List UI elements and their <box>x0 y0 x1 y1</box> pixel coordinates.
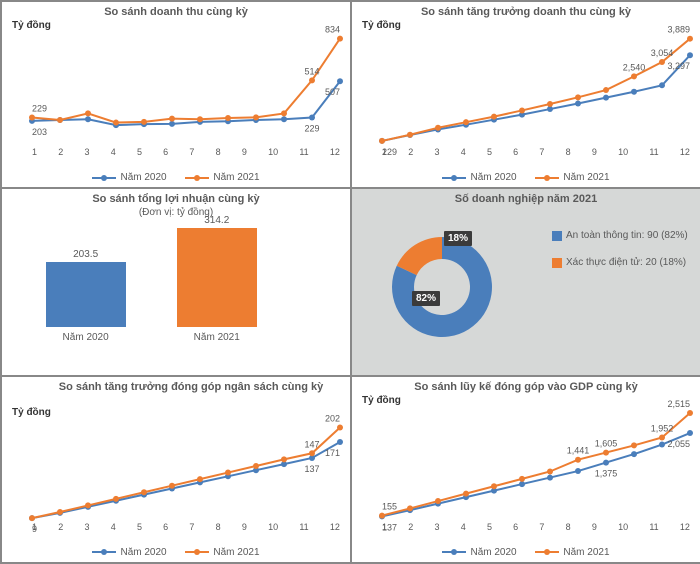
svg-text:514: 514 <box>304 66 319 76</box>
svg-text:229: 229 <box>32 103 47 113</box>
svg-text:203: 203 <box>32 127 47 137</box>
legend-label-2020: Năm 2020 <box>470 547 516 558</box>
svg-text:2,540: 2,540 <box>623 62 646 72</box>
svg-text:2,055: 2,055 <box>667 439 690 449</box>
x-axis: 123456789101112 <box>382 147 690 161</box>
plot-area: 203229507229514834 <box>32 30 340 147</box>
chart-title: So sánh doanh thu cùng kỳ <box>2 2 350 19</box>
svg-text:2,515: 2,515 <box>667 399 690 409</box>
x-axis: 123456789101112 <box>32 522 340 536</box>
legend: An toàn thông tin: 90 (82%)Xác thực điện… <box>552 229 692 283</box>
plot-area: 203.5 Năm 2020314.2 Năm 2021 <box>32 225 330 344</box>
svg-text:229: 229 <box>304 123 319 133</box>
plot-area: 1371,3752,0551551,4411,6051,9522,515 <box>382 405 690 522</box>
chart-title: So sánh tổng lợi nhuận cùng kỳ <box>2 189 350 206</box>
chart-gdp: So sánh lũy kế đóng góp vào GDP cùng kỳ … <box>351 376 700 563</box>
y-axis-label: Tỷ đồng <box>12 407 51 418</box>
svg-text:155: 155 <box>382 501 397 511</box>
legend: Năm 2020 Năm 2021 <box>352 545 700 558</box>
legend: Năm 2020 Năm 2021 <box>2 545 350 558</box>
legend-label-2020: Năm 2020 <box>120 172 166 183</box>
svg-text:3,054: 3,054 <box>651 48 674 58</box>
legend-label-2020: Năm 2020 <box>120 547 166 558</box>
chart-revenue-growth: So sánh tăng trưởng doanh thu cùng kỳ Tỷ… <box>351 1 700 188</box>
legend-label-2021: Năm 2021 <box>563 172 609 183</box>
x-axis: 123456789101112 <box>382 522 690 536</box>
legend: Năm 2020 Năm 2021 <box>2 171 350 184</box>
legend-label-2021: Năm 2021 <box>213 547 259 558</box>
svg-text:1,375: 1,375 <box>595 468 618 478</box>
chart-revenue: So sánh doanh thu cùng kỳ Tỷ đồng 203229… <box>1 1 351 188</box>
svg-text:1,605: 1,605 <box>595 438 618 448</box>
legend-label-2021: Năm 2021 <box>213 172 259 183</box>
donut-callout-82: 82% <box>412 291 440 306</box>
svg-text:834: 834 <box>325 25 340 35</box>
legend-label-2020: Năm 2020 <box>470 172 516 183</box>
donut-callout-18: 18% <box>444 231 472 246</box>
svg-text:1,441: 1,441 <box>567 445 590 455</box>
svg-text:1,952: 1,952 <box>651 423 674 433</box>
chart-title: So sánh tăng trưởng doanh thu cùng kỳ <box>352 2 700 19</box>
svg-text:3,889: 3,889 <box>667 25 690 35</box>
dashboard-grid: So sánh doanh thu cùng kỳ Tỷ đồng 203 229… <box>0 0 700 564</box>
svg-text:507: 507 <box>325 87 340 97</box>
chart-profit: So sánh tổng lợi nhuận cùng kỳ (Đơn vị: … <box>1 188 351 375</box>
chart-title: So sánh lũy kế đóng góp vào GDP cùng kỳ <box>352 377 700 394</box>
legend: Năm 2020 Năm 2021 <box>352 171 700 184</box>
svg-text:137: 137 <box>304 464 319 474</box>
x-axis: 123456789101112 <box>32 147 340 161</box>
chart-enterprises-donut: Số doanh nghiệp năm 2021 18% 82% An toàn… <box>351 188 700 375</box>
svg-text:171: 171 <box>325 448 340 458</box>
plot-area <box>372 217 512 347</box>
legend-label-2021: Năm 2021 <box>563 547 609 558</box>
plot-area: 9137171147202 <box>32 419 340 522</box>
chart-title: So sánh tăng trưởng đóng góp ngân sách c… <box>2 377 350 394</box>
plot-area: 2293,2972,5403,0543,889 <box>382 30 690 147</box>
svg-text:202: 202 <box>325 413 340 423</box>
svg-text:3,297: 3,297 <box>667 61 690 71</box>
svg-text:147: 147 <box>304 439 319 449</box>
chart-title: Số doanh nghiệp năm 2021 <box>352 189 700 206</box>
chart-budget: So sánh tăng trưởng đóng góp ngân sách c… <box>1 376 351 563</box>
